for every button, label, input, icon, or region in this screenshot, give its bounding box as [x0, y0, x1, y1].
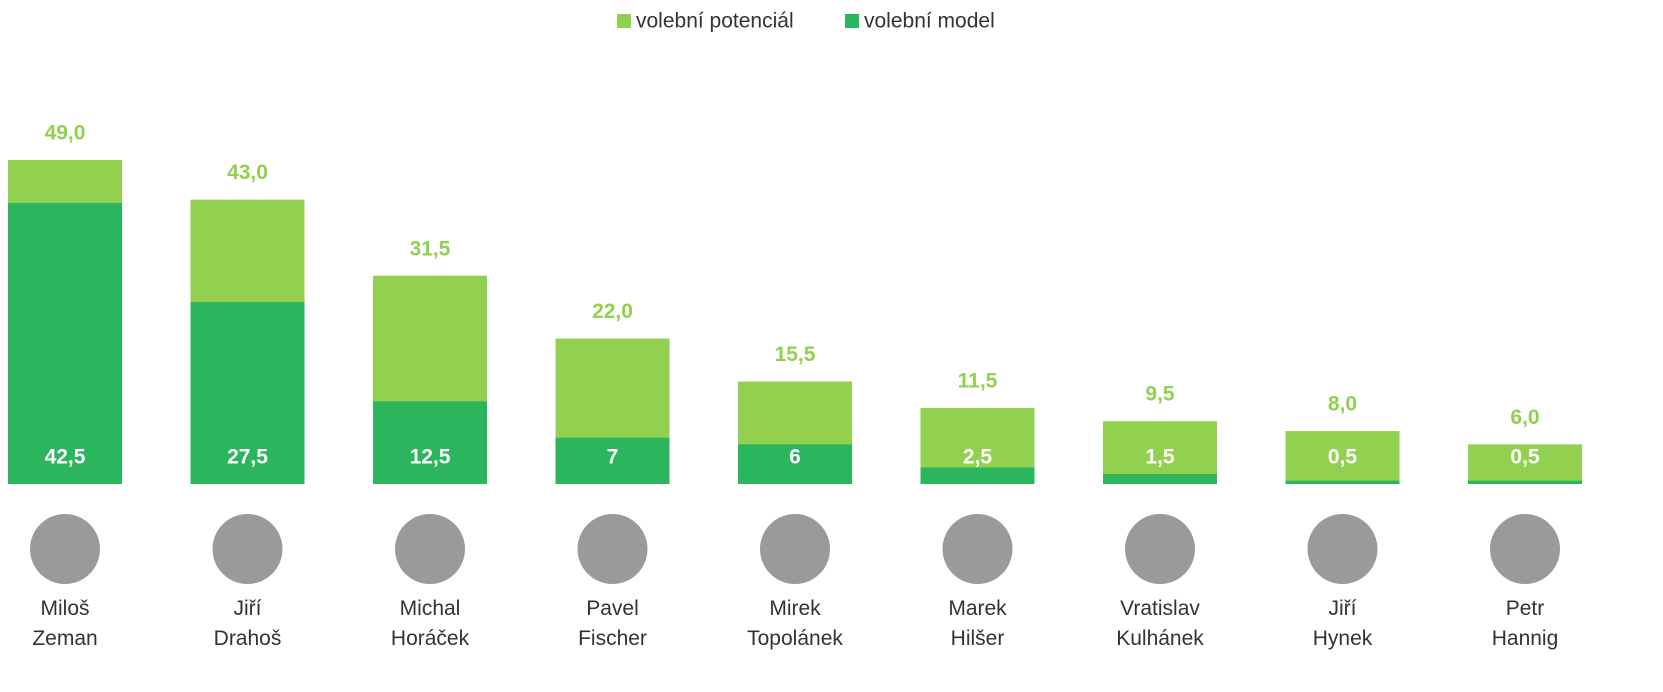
- bar: [8, 203, 122, 484]
- value-label: 27,5: [227, 446, 268, 469]
- value-label: 12,5: [410, 446, 451, 469]
- bar: [1103, 474, 1217, 484]
- chart-svg: volební potenciál volební model 49,0 42,5 43…: [0, 0, 1663, 692]
- x-tick-label: Jiří Drahoš: [214, 594, 282, 654]
- x-tick-label: Pavel Fischer: [578, 594, 647, 654]
- value-label: 9,5: [1145, 383, 1175, 406]
- value-label: 7: [607, 446, 619, 469]
- value-label: 2,5: [963, 446, 993, 469]
- x-tick-label: Jiří Hynek: [1313, 594, 1373, 654]
- bar: [1468, 481, 1582, 484]
- chart: volební potenciál volební model 49,0 42,5 43…: [0, 0, 1663, 692]
- photo: [578, 514, 648, 584]
- value-label: 31,5: [410, 237, 451, 260]
- photo: [760, 514, 830, 584]
- x-tick-label: Michal Horáček: [391, 594, 469, 654]
- value-label: 0,5: [1510, 446, 1540, 469]
- bar: [921, 467, 1035, 484]
- x-tick-label: Petr Hannig: [1492, 594, 1559, 654]
- value-label: 6,0: [1510, 406, 1539, 429]
- photo: [30, 514, 100, 584]
- value-label: 49,0: [45, 122, 86, 145]
- legend-label: volební potenciál: [636, 10, 794, 33]
- value-label: 1,5: [1145, 446, 1175, 469]
- value-label: 43,0: [227, 161, 268, 184]
- x-tick-label: Marek Hilšer: [948, 594, 1006, 654]
- photo: [1490, 514, 1560, 584]
- x-tick-label: Vratislav Kulhánek: [1116, 594, 1204, 654]
- photo: [213, 514, 283, 584]
- value-label: 0,5: [1328, 446, 1358, 469]
- value-label: 8,0: [1328, 393, 1357, 416]
- x-tick-label: Mirek Topolánek: [747, 594, 843, 654]
- bar: [1286, 481, 1400, 484]
- x-tick-label: Miloš Zeman: [32, 594, 97, 654]
- value-label: 11,5: [958, 370, 998, 393]
- value-label: 42,5: [45, 446, 86, 469]
- value-label: 22,0: [592, 300, 633, 323]
- photo: [943, 514, 1013, 584]
- legend-swatch: [617, 14, 631, 28]
- legend-swatch: [845, 14, 859, 28]
- photo: [395, 514, 465, 584]
- photo: [1125, 514, 1195, 584]
- bar: [373, 401, 487, 484]
- value-label: 6: [789, 446, 801, 469]
- photo: [1308, 514, 1378, 584]
- legend-label: volební model: [864, 10, 995, 33]
- value-label: 15,5: [775, 343, 816, 366]
